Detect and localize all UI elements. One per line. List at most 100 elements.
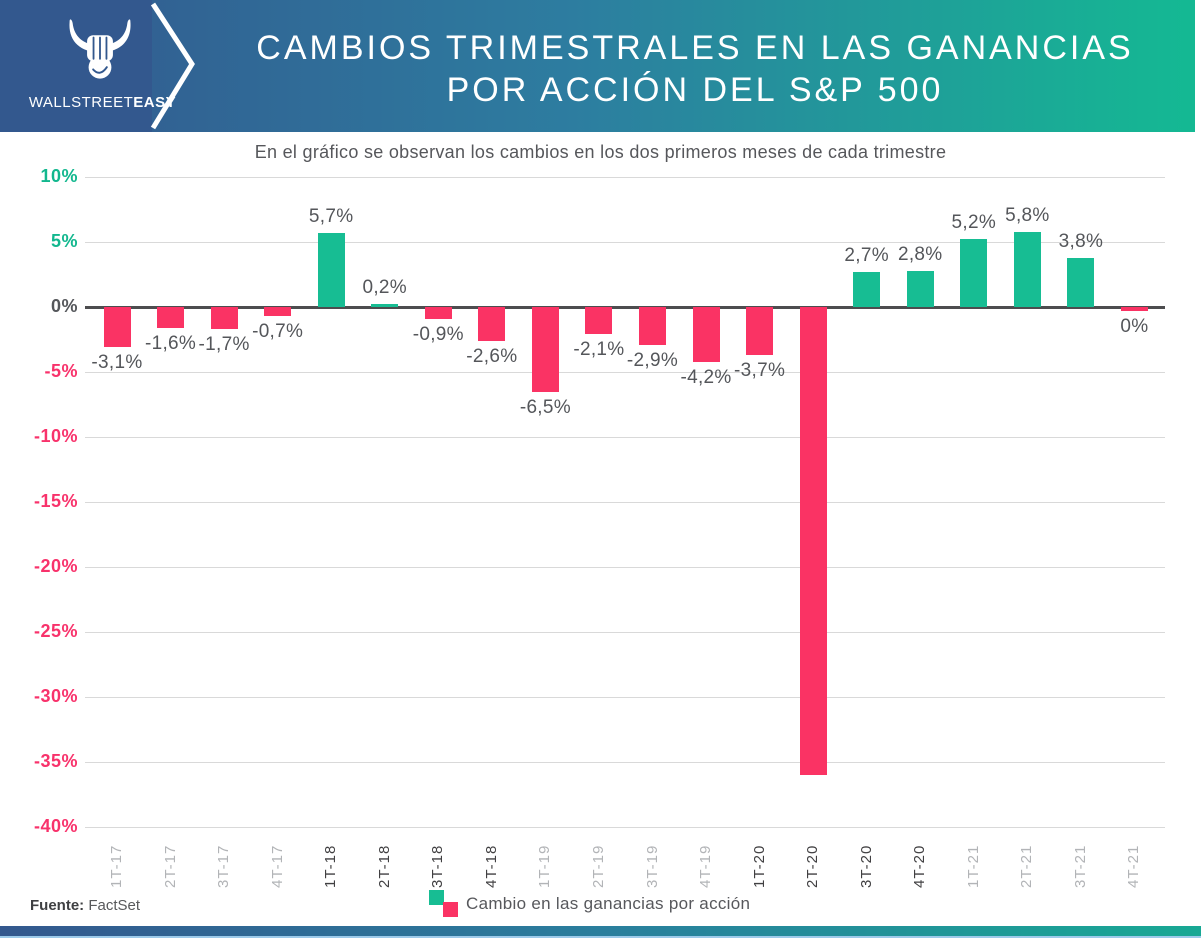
bar-value-label: -2,6% [466,345,518,367]
bar-1T-17 [103,307,131,348]
bar-value-label: 5,8% [1005,204,1050,226]
y-tick-label: -25% [33,621,78,641]
x-tick-label: 3T-18 [429,844,447,888]
y-tick-label: -40% [33,816,78,836]
y-tick-label: -20% [33,556,78,576]
bar-4T-20 [906,270,934,307]
page-title: CAMBIOS TRIMESTRALES EN LAS GANANCIAS PO… [195,0,1195,132]
brand-logo-box: WALLSTREETEASY [0,0,176,132]
x-tick-label: 4T-17 [268,844,286,888]
bottom-edge-line [0,936,1201,938]
bar-2T-17 [157,307,185,328]
bar-value-label: -0,7% [252,321,304,343]
legend-positive-swatch-icon [429,890,444,905]
legend-negative-swatch-icon [443,902,458,917]
bull-logo-icon [69,19,131,79]
bar-1T-18 [317,232,345,307]
x-tick-label: 2T-19 [589,844,607,888]
y-tick-label: -5% [44,361,78,381]
bar-value-label: -3,7% [734,360,786,382]
bar-4T-21 [1120,307,1148,311]
bar-2T-21 [1013,231,1041,307]
y-tick-label: 5% [50,231,78,251]
bar-3T-17 [210,307,238,330]
zero-axis-line [85,305,1165,309]
gridline [85,826,1165,828]
bar-2T-18 [371,304,399,307]
y-tick-label: -10% [33,426,78,446]
bar-value-label: 3,8% [1058,230,1104,252]
bar-value-label: 2,8% [897,243,943,265]
gridline [85,631,1165,633]
bar-4T-18 [478,307,506,341]
bar-value-label: -3,1% [91,352,143,374]
source-value: FactSet [88,897,141,914]
bar-3T-20 [853,271,881,307]
bar-3T-18 [424,307,452,319]
bar-value-label: 0,2% [362,277,407,298]
x-tick-label: 3T-17 [215,844,233,888]
y-tick-label: -35% [33,751,78,771]
bar-value-label: 2,7% [844,244,889,266]
page-title-line1: CAMBIOS TRIMESTRALES EN LAS GANANCIAS [256,29,1134,67]
gridline [85,566,1165,568]
y-tick-label: 0% [50,296,78,316]
source-note: Fuente: FactSet [30,897,140,914]
bar-value-label: -0,9% [412,323,464,345]
bar-value-label: -4,2% [680,366,732,388]
bar-value-label: 0% [1120,316,1149,337]
x-tick-label: 4T-20 [911,844,929,888]
page-title-line2: POR ACCIÓN DEL S&P 500 [446,71,944,109]
chart-subtitle: En el gráfico se observan los cambios en… [254,142,947,162]
y-tick-label: 10% [40,166,78,186]
bar-2T-20 [799,307,827,775]
bar-3T-21 [1067,257,1095,307]
chevron-separator-icon [150,2,195,130]
x-tick-label: 1T-18 [322,844,340,888]
brand-name-regular: WALLSTREET [28,94,134,111]
y-tick-label: -30% [33,686,78,706]
x-tick-label: 1T-17 [108,844,125,888]
gridline [85,501,1165,503]
gridline [85,761,1165,763]
x-tick-label: 2T-21 [1018,844,1036,888]
bar-value-label: -1,6% [144,332,197,354]
source-label: Fuente: [30,897,85,914]
bar-4T-17 [264,307,292,317]
bar-value-label: 5,2% [951,212,997,234]
x-tick-label: 3T-21 [1071,844,1089,888]
x-tick-label: 3T-20 [857,844,875,888]
bar-value-label: 5,7% [308,205,354,227]
x-tick-label: 1T-21 [964,844,982,888]
bar-4T-19 [692,307,720,362]
x-tick-label: 3T-19 [643,844,661,888]
gridline [85,176,1165,178]
x-tick-label: 4T-21 [1125,844,1143,888]
x-tick-label: 1T-20 [750,844,768,888]
bar-value-label: -2,1% [573,339,625,361]
bar-1T-19 [531,307,559,392]
x-tick-label: 1T-19 [536,844,554,888]
chart-legend: Cambio en las ganancias por acción [429,888,750,918]
gridline [85,371,1165,373]
x-tick-label: 2T-17 [161,844,179,888]
bar-value-label: -2,9% [626,349,679,371]
bar-1T-21 [960,239,988,307]
bottom-gradient-strip [0,926,1201,936]
y-tick-label: -15% [33,491,78,511]
gridline [85,696,1165,698]
bar-2T-19 [585,307,613,335]
header-banner: CAMBIOS TRIMESTRALES EN LAS GANANCIAS PO… [0,0,1195,132]
legend-label: Cambio en las ganancias por acción [466,894,751,913]
x-tick-label: 2T-20 [804,844,822,888]
bar-3T-19 [639,307,666,345]
x-tick-label: 4T-19 [697,844,715,888]
bar-1T-20 [746,307,774,356]
gridline [85,241,1165,243]
gridline [85,436,1165,438]
x-tick-label: 2T-18 [375,844,393,888]
bar-value-label: -1,7% [198,334,250,356]
bar-value-label: -6,5% [519,396,571,418]
x-tick-label: 4T-18 [482,844,500,888]
